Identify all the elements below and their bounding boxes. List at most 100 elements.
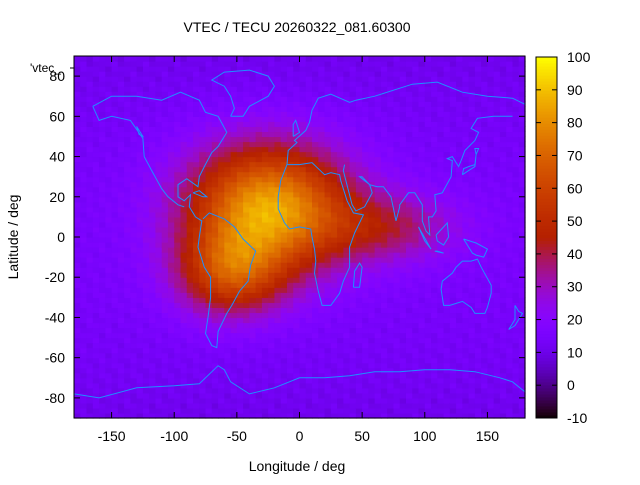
heatmap-cell: [468, 181, 476, 188]
heatmap-cell: [349, 412, 357, 419]
heatmap-cell: [80, 317, 88, 324]
heatmap-cell: [462, 81, 470, 87]
heatmap-cell: [230, 126, 238, 133]
heatmap-cell: [293, 136, 301, 143]
heatmap-cell: [474, 342, 482, 349]
heatmap-cell: [249, 267, 257, 273]
heatmap-cell: [318, 307, 326, 314]
heatmap-cell: [355, 111, 363, 117]
heatmap-cell: [211, 247, 219, 253]
heatmap-cell: [117, 387, 125, 394]
heatmap-cell: [506, 327, 514, 334]
heatmap-cell: [99, 171, 106, 178]
heatmap-cell: [299, 237, 307, 243]
heatmap-cell: [293, 267, 301, 273]
heatmap-cell: [456, 397, 463, 404]
heatmap-cell: [230, 186, 238, 193]
heatmap-cell: [380, 242, 388, 248]
heatmap-cell: [330, 382, 338, 389]
heatmap-cell: [387, 166, 395, 173]
heatmap-cell: [443, 141, 451, 148]
heatmap-cell: [92, 262, 100, 268]
heatmap-cell: [431, 397, 438, 404]
heatmap-cell: [293, 257, 301, 263]
heatmap-cell: [362, 211, 369, 218]
heatmap-cell: [167, 101, 175, 107]
heatmap-cell: [355, 272, 363, 278]
heatmap-cell: [111, 76, 119, 82]
heatmap-cell: [487, 307, 495, 314]
heatmap-cell: [249, 201, 257, 208]
heatmap-cell: [149, 71, 157, 77]
heatmap-cell: [74, 91, 81, 97]
heatmap-cell: [468, 136, 476, 143]
heatmap-cell: [224, 106, 232, 112]
heatmap-cell: [405, 357, 413, 364]
heatmap-cell: [431, 327, 438, 334]
heatmap-cell: [130, 307, 138, 314]
heatmap-cell: [280, 141, 288, 148]
heatmap-cell: [243, 116, 250, 122]
heatmap-cell: [468, 407, 476, 414]
heatmap-cell: [186, 272, 194, 278]
heatmap-cell: [405, 96, 413, 102]
heatmap-cell: [268, 136, 276, 143]
heatmap-cell: [117, 126, 125, 133]
heatmap-cell: [280, 347, 288, 354]
heatmap-cell: [230, 216, 238, 223]
heatmap-cell: [468, 191, 476, 198]
heatmap-cell: [462, 56, 470, 62]
heatmap-cell: [99, 387, 106, 394]
heatmap-cell: [193, 252, 200, 258]
heatmap-cell: [136, 66, 144, 72]
heatmap-cell: [393, 247, 401, 253]
heatmap-cell: [462, 302, 470, 308]
heatmap-cell: [456, 131, 463, 138]
heatmap-cell: [80, 257, 88, 263]
heatmap-cell: [449, 297, 457, 303]
heatmap-cell: [487, 377, 495, 384]
heatmap-cell: [487, 156, 495, 163]
heatmap-cell: [474, 287, 482, 293]
heatmap-cell: [299, 126, 307, 133]
heatmap-cell: [92, 257, 100, 263]
heatmap-cell: [224, 412, 232, 419]
heatmap-cell: [199, 402, 207, 409]
heatmap-cell: [368, 176, 376, 183]
heatmap-cell: [487, 76, 495, 82]
heatmap-cell: [312, 367, 319, 374]
heatmap-cell: [318, 206, 326, 213]
heatmap-cell: [412, 231, 420, 238]
heatmap-cell: [149, 226, 157, 233]
heatmap-cell: [117, 156, 125, 163]
heatmap-cell: [199, 106, 207, 112]
heatmap-cell: [261, 397, 269, 404]
heatmap-cell: [86, 327, 94, 334]
heatmap-cell: [236, 186, 244, 193]
heatmap-cell: [255, 136, 263, 143]
heatmap-cell: [136, 282, 144, 288]
heatmap-cell: [230, 201, 238, 208]
heatmap-cell: [468, 402, 476, 409]
heatmap-cell: [86, 66, 94, 72]
heatmap-cell: [218, 392, 225, 399]
heatmap-cell: [149, 342, 157, 349]
heatmap-cell: [343, 362, 351, 369]
heatmap-cell: [374, 96, 382, 102]
heatmap-cell: [462, 156, 470, 163]
heatmap-cell: [280, 342, 288, 349]
heatmap-cell: [387, 377, 395, 384]
heatmap-cell: [368, 221, 376, 228]
heatmap-cell: [167, 337, 175, 344]
heatmap-cell: [312, 402, 319, 409]
heatmap-cell: [211, 242, 219, 248]
heatmap-cell: [305, 66, 313, 72]
heatmap-cell: [305, 91, 313, 97]
heatmap-cell: [255, 191, 263, 198]
heatmap-cell: [412, 56, 420, 62]
heatmap-cell: [380, 377, 388, 384]
heatmap-cell: [412, 196, 420, 203]
heatmap-cell: [468, 332, 476, 339]
heatmap-cell: [174, 272, 182, 278]
heatmap-cell: [180, 211, 188, 218]
